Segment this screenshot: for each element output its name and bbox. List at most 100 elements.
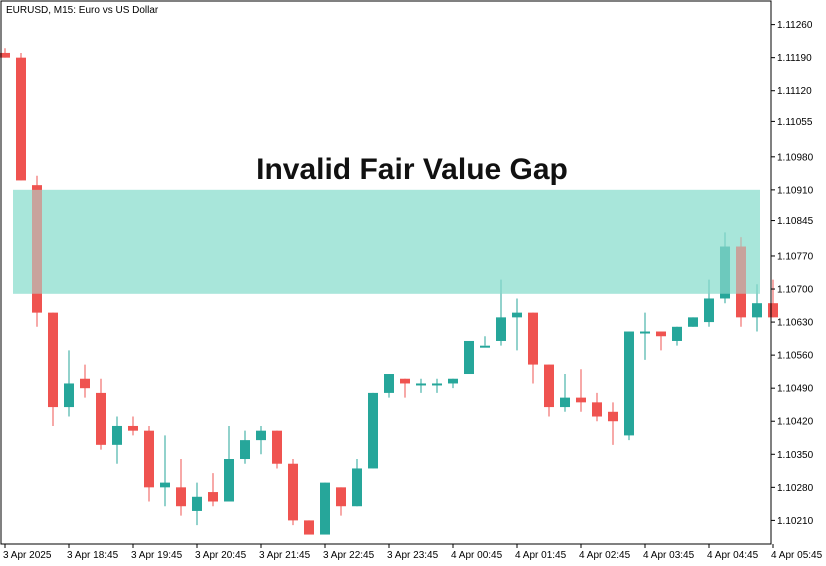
candle: [128, 416, 138, 436]
candle: [336, 487, 346, 516]
time-tick-label: 4 Apr 00:45: [451, 550, 503, 561]
candle-body: [16, 57, 26, 181]
time-tick-label: 3 Apr 22:45: [323, 550, 375, 561]
candle-body: [352, 468, 362, 507]
candle: [352, 459, 362, 507]
candle: [416, 378, 426, 393]
time-tick-label: 3 Apr 19:45: [131, 550, 183, 561]
candle: [224, 425, 234, 502]
candle: [112, 416, 122, 464]
price-tick-label: 1.10210: [777, 516, 814, 527]
candle-body: [368, 392, 378, 469]
fvg-overlay-layer: [13, 189, 760, 294]
candle: [304, 520, 314, 535]
time-axis: 3 Apr 2025 3 Apr 18:45 3 Apr 19:45 3 Apr 20…: [3, 544, 823, 561]
candle: [672, 326, 682, 346]
price-tick-label: 1.10280: [777, 483, 814, 494]
candle-body: [768, 303, 778, 318]
candle-body: [688, 317, 698, 327]
price-tick-label: 1.10560: [777, 351, 814, 362]
candle-body: [640, 331, 650, 334]
candle: [640, 312, 650, 360]
time-tick-label: 4 Apr 05:45: [771, 550, 823, 561]
candle: [240, 430, 250, 464]
plot-frame: [0, 0, 772, 545]
candle-body: [80, 378, 90, 389]
price-tick-label: 1.11055: [777, 117, 813, 128]
candle: [16, 52, 26, 181]
candle: [256, 425, 266, 455]
candle-body: [480, 345, 490, 348]
candle-body: [496, 317, 506, 341]
candle: [464, 340, 474, 375]
candle-body: [448, 378, 458, 384]
price-tick-label: 1.10350: [777, 450, 814, 461]
candle: [0, 48, 10, 58]
candle: [320, 482, 330, 535]
price-tick-label: 1.10420: [777, 417, 814, 428]
candle: [480, 336, 490, 348]
candle-body: [544, 364, 554, 408]
candle: [48, 312, 58, 426]
price-tick-label: 1.11190: [777, 53, 812, 64]
candle-body: [96, 392, 106, 445]
price-axis: 1.11260 1.11190 1.11120 1.11055 1.10980 1.109…: [771, 20, 814, 527]
candle-body: [320, 482, 330, 535]
time-tick-label: 4 Apr 03:45: [643, 550, 695, 561]
candle-body: [64, 383, 74, 408]
candle: [768, 279, 778, 318]
candle-body: [656, 331, 666, 337]
candle: [144, 425, 154, 502]
candle-body: [672, 326, 682, 341]
candle: [400, 378, 410, 398]
candle: [656, 331, 666, 351]
candle-body: [240, 440, 250, 460]
candle-body: [464, 340, 474, 375]
time-tick-label: 3 Apr 20:45: [195, 550, 247, 561]
candle-body: [208, 492, 218, 502]
candle-body: [144, 430, 154, 488]
candle-body: [160, 482, 170, 488]
candle: [160, 435, 170, 507]
price-tick-label: 1.11120: [777, 86, 812, 97]
time-tick-label: 3 Apr 2025: [3, 550, 52, 561]
chart-title: EURUSD, M15: Euro vs US Dollar: [6, 5, 159, 16]
candle: [368, 392, 378, 469]
candle-body: [432, 383, 442, 386]
price-tick-label: 1.11260: [777, 20, 813, 31]
candle-body: [112, 425, 122, 445]
candle-body: [400, 378, 410, 384]
candle: [512, 298, 522, 351]
time-tick-label: 3 Apr 23:45: [387, 550, 439, 561]
candle-body: [128, 425, 138, 431]
candle-body: [624, 331, 634, 436]
candle: [192, 482, 202, 526]
candle-body: [384, 374, 394, 393]
candle: [288, 459, 298, 526]
candle-body: [528, 312, 538, 365]
price-tick-label: 1.10490: [777, 384, 814, 395]
time-tick-label: 3 Apr 18:45: [67, 550, 119, 561]
price-tick-label: 1.10770: [777, 251, 814, 262]
candle: [96, 378, 106, 450]
candle: [560, 374, 570, 412]
candle-body: [256, 430, 266, 441]
candle: [528, 312, 538, 384]
candle-body: [560, 397, 570, 408]
candle: [432, 378, 442, 393]
candle: [64, 350, 74, 417]
price-tick-label: 1.10845: [777, 216, 814, 227]
candle: [176, 459, 186, 516]
price-tick-label: 1.10700: [777, 285, 814, 296]
candle-body: [224, 459, 234, 502]
candle-body: [304, 520, 314, 535]
candle-body: [608, 411, 618, 422]
candle: [208, 473, 218, 507]
candle: [544, 364, 554, 417]
fvg-label: Invalid Fair Value Gap: [256, 153, 568, 186]
candle-body: [272, 430, 282, 464]
candle-body: [752, 303, 762, 318]
candle: [384, 374, 394, 398]
candle-body: [576, 397, 586, 403]
